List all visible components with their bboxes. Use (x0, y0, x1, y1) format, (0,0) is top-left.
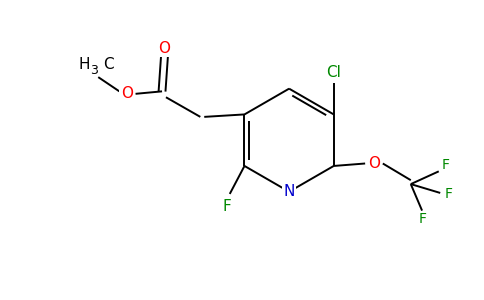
Text: O: O (121, 86, 133, 101)
Text: C: C (103, 57, 114, 72)
Text: 3: 3 (90, 64, 98, 77)
Text: F: F (445, 187, 453, 201)
Text: F: F (419, 212, 427, 226)
Text: Cl: Cl (326, 65, 341, 80)
Text: H: H (78, 57, 90, 72)
Text: N: N (284, 184, 295, 199)
Text: F: F (223, 199, 232, 214)
Text: O: O (368, 156, 380, 171)
Text: F: F (442, 158, 450, 172)
Text: O: O (158, 41, 170, 56)
